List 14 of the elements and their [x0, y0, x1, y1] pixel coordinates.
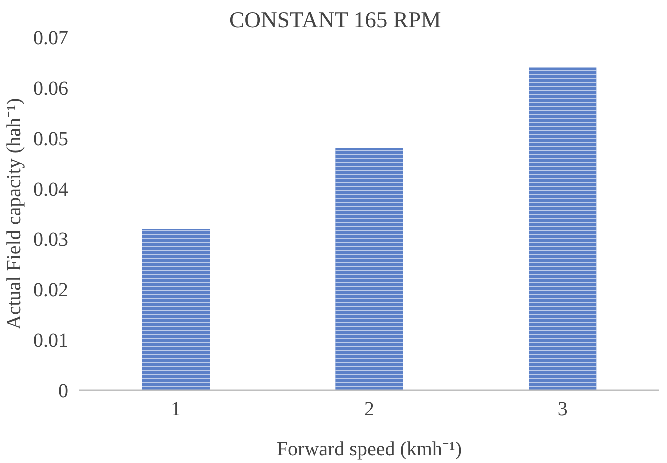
chart-title: CONSTANT 165 RPM [230, 8, 442, 32]
x-axis-title: Forward speed (kmh⁻¹) [276, 438, 462, 460]
x-tick-label: 2 [364, 398, 374, 420]
x-tick-label: 1 [171, 398, 182, 420]
y-tick-label: 0.06 [34, 78, 68, 100]
y-tick-label: 0 [58, 380, 68, 402]
y-tick-label: 0.01 [34, 330, 68, 352]
y-tick-label: 0.04 [34, 178, 68, 201]
x-tick-label: 3 [558, 398, 568, 420]
y-tick-label: 0.03 [34, 229, 68, 252]
y-tick-label: 0.05 [34, 128, 68, 150]
y-tick-label: 0.02 [34, 280, 68, 302]
y-axis-title: Actual Field capacity (hah⁻¹) [4, 98, 26, 330]
y-tick-label: 0.07 [34, 28, 68, 50]
